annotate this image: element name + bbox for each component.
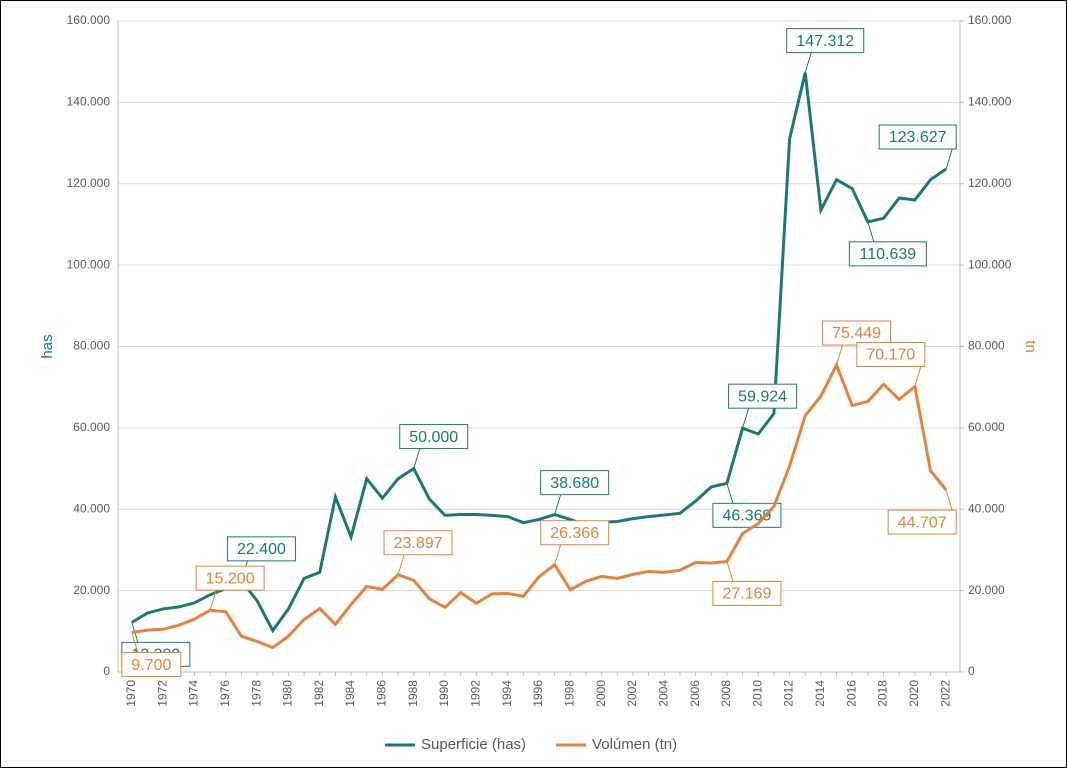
x-tick-label: 2016 [844,680,858,707]
data-label: 27.169 [722,586,771,603]
label-box [712,502,782,528]
label-box [712,580,782,606]
x-tick-label: 2000 [594,680,608,707]
y-tick-label: 120.000 [67,176,111,190]
y2-tick-label: 140.000 [968,95,1012,109]
label-box [887,509,957,535]
data-label: 23.897 [394,535,443,552]
y2-tick-label: 0 [968,664,975,678]
data-label: 50.000 [409,429,458,446]
x-tick-label: 2020 [907,680,921,707]
x-tick-label: 1976 [218,680,232,707]
label-leader [209,590,217,611]
data-label: 38.680 [550,475,599,492]
label-leader [945,148,953,170]
y-tick-label: 160.000 [67,13,111,27]
y2-tick-label: 60.000 [968,420,1005,434]
label-box [822,320,892,346]
label-leader [742,408,750,429]
label-leader [914,366,922,387]
label-box [848,241,927,267]
label-box [540,520,610,546]
label-box [540,470,610,496]
y2-tick-label: 20.000 [968,583,1005,597]
data-label: 147.312 [796,33,854,50]
label-leader [131,632,139,653]
x-tick-label: 1998 [562,680,576,707]
label-box [383,530,453,556]
x-tick-label: 2002 [625,680,639,707]
x-tick-label: 1972 [155,680,169,707]
y-tick-label: 80.000 [73,339,110,353]
y2-tick-label: 100.000 [968,257,1012,271]
label-box [856,341,926,367]
label-box [878,124,957,150]
y-tick-label: 140.000 [67,95,111,109]
data-label: 9.700 [131,657,171,674]
label-box [195,565,265,591]
label-box [121,652,182,678]
x-tick-label: 2004 [656,680,670,707]
label-box [399,424,469,450]
label-leader [413,448,421,469]
x-tick-label: 1970 [124,680,138,707]
y-axis-title: has [39,334,56,358]
label-leader [945,489,953,511]
data-label: 70.170 [866,347,915,364]
label-leader [726,483,734,504]
x-tick-label: 2018 [876,680,890,707]
legend-label: Volúmen (tn) [592,736,677,753]
x-tick-label: 2006 [688,680,702,707]
x-tick-label: 1992 [469,680,483,707]
label-leader [554,544,562,565]
y2-tick-label: 80.000 [968,339,1005,353]
y-tick-label: 0 [103,664,110,678]
x-tick-label: 1988 [406,680,420,707]
label-box [226,536,296,562]
x-tick-label: 1974 [187,680,201,707]
data-label: 22.400 [237,541,286,558]
label-leader [726,561,734,582]
label-leader [397,554,405,575]
data-label: 44.707 [898,514,947,531]
x-tick-label: 2014 [813,680,827,707]
x-tick-label: 1986 [375,680,389,707]
label-box [728,383,798,409]
series-line [131,72,948,634]
y-tick-label: 100.000 [67,257,111,271]
x-tick-label: 2008 [719,680,733,707]
legend-label: Superficie (has) [421,736,526,753]
y-tick-label: 40.000 [73,501,110,515]
y-tick-label: 20.000 [73,583,110,597]
x-tick-label: 1984 [343,680,357,707]
x-tick-label: 1982 [312,680,326,707]
label-leader [804,52,812,73]
x-tick-label: 2022 [938,680,952,707]
data-label: 15.200 [206,570,255,587]
y2-tick-label: 40.000 [968,501,1005,515]
y2-tick-label: 120.000 [968,176,1012,190]
data-label: 123.627 [889,129,947,146]
data-label: 59.924 [738,388,787,405]
x-tick-label: 1990 [437,680,451,707]
x-tick-label: 1978 [249,680,263,707]
label-leader [554,494,562,515]
x-tick-label: 1980 [281,680,295,707]
label-box [786,28,865,54]
x-tick-label: 1996 [531,680,545,707]
series-line [131,361,948,650]
data-label: 110.639 [860,246,917,263]
y-tick-label: 60.000 [73,420,110,434]
x-tick-label: 2012 [782,680,796,707]
label-leader [867,221,875,242]
y2-axis-title: tn [1022,340,1039,353]
x-tick-label: 2010 [750,680,764,707]
x-tick-label: 1994 [500,680,514,707]
y2-tick-label: 160.000 [968,13,1012,27]
label-leader [836,344,844,366]
data-label: 75.449 [832,325,881,342]
data-label: 26.366 [550,525,599,542]
